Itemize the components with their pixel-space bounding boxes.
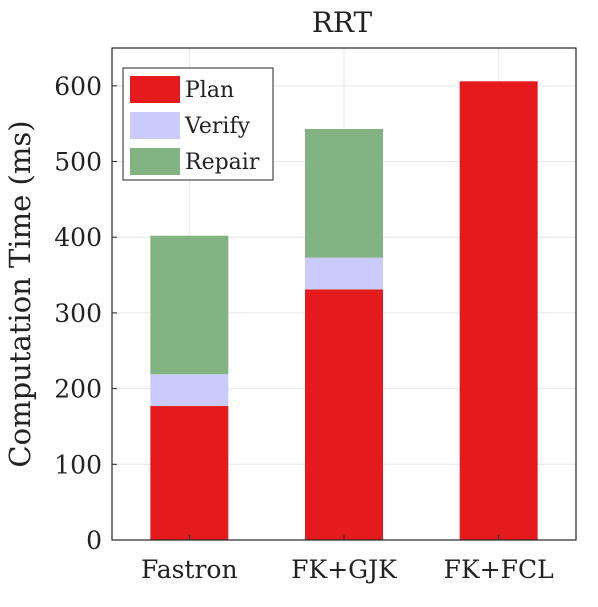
bar-plan-fastron (150, 406, 229, 540)
y-tick-label: 300 (54, 299, 102, 328)
y-tick-label: 0 (86, 526, 102, 555)
bar-verify-fk-gjk (305, 257, 383, 290)
legend-label-plan: Plan (185, 78, 234, 103)
bar-plan-fk-fcl (459, 81, 538, 540)
y-ticks: 0 100 200 300 400 500 600 (54, 72, 117, 555)
bar-verify-fastron (150, 374, 229, 407)
chart-title: RRT (312, 6, 373, 39)
legend-swatch-repair (130, 148, 180, 175)
y-tick-label: 500 (54, 148, 102, 177)
y-tick-label: 200 (54, 375, 102, 404)
legend-label-repair: Repair (185, 150, 260, 175)
y-tick-label: 100 (54, 450, 102, 479)
y-tick-label: 600 (54, 72, 102, 101)
x-tick-label: FK+GJK (291, 555, 398, 584)
legend-swatch-verify (130, 112, 180, 139)
legend-swatch-plan (130, 76, 180, 103)
bars (150, 81, 538, 540)
legend-label-verify: Verify (184, 114, 251, 139)
legend: Plan Verify Repair (122, 67, 274, 181)
bar-repair-fk-gjk (305, 128, 383, 258)
x-ticks: Fastron FK+GJK FK+FCL (141, 535, 554, 584)
x-tick-label: FK+FCL (444, 555, 554, 584)
y-axis-label: Computation Time (ms) (3, 120, 37, 467)
x-tick-label: Fastron (141, 555, 238, 584)
bar-plan-fk-gjk (305, 289, 383, 540)
y-tick-label: 400 (54, 223, 102, 252)
bar-repair-fastron (150, 235, 229, 375)
